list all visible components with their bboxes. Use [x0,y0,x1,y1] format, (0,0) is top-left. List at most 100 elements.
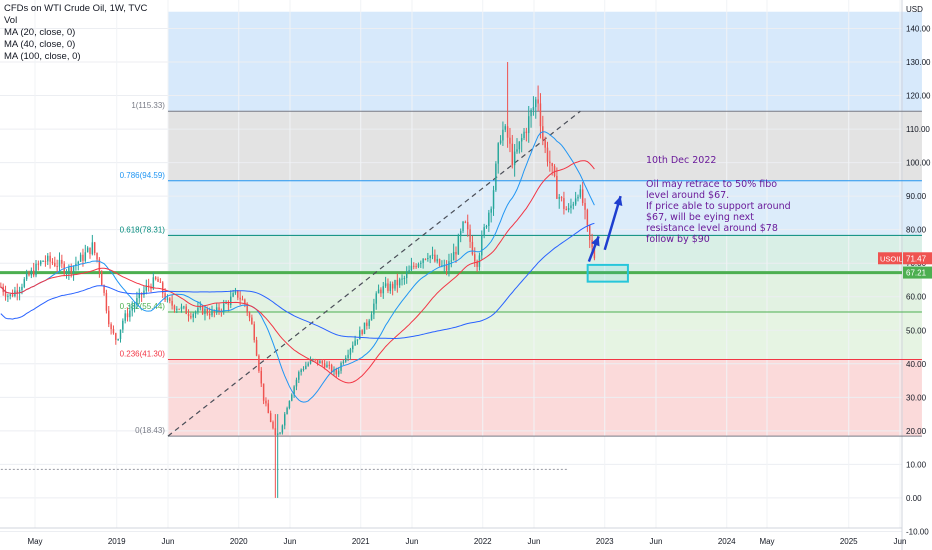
candle [185,303,187,315]
candle [274,414,277,498]
candle-body [246,303,248,313]
candle [131,301,133,317]
candle [581,181,584,206]
x-tick-label: May [27,537,42,546]
y-tick-label: 60.00 [906,293,927,302]
candle-body [321,361,323,364]
candle-body [539,103,542,127]
candle-body [577,196,579,199]
candle [300,368,302,376]
candle [145,279,148,295]
fib-zone-5 [167,312,922,360]
y-tick-label: 50.00 [906,326,927,335]
candle [466,214,469,237]
candle [349,347,352,360]
candle-body [574,198,577,205]
fib-zone-2 [167,180,922,236]
candle-body [279,432,281,434]
candle [424,258,427,261]
candle [281,424,284,435]
y-tick-label: 110.00 [906,125,930,134]
candle [169,297,171,304]
candle-body [183,306,185,308]
candle-body [208,313,211,316]
candle [445,260,448,276]
candle [405,266,408,284]
target-box [586,263,629,283]
candle-body [49,255,51,262]
candle-body [124,313,126,321]
candle [417,262,420,269]
candle-body [344,357,347,362]
candle-body [255,340,258,356]
candle-body [377,289,380,294]
candle-body [154,277,157,279]
candle [65,269,68,279]
candle-body [492,190,495,209]
candle-body [288,400,291,409]
y-tick-label: 100.00 [906,159,931,168]
candle-body [518,141,521,150]
candle [361,329,363,336]
candle-body [579,189,582,197]
candle-body [239,297,241,300]
candle-body [122,320,124,330]
arrow-head-1 [613,196,623,207]
candle [321,359,323,366]
candle-body [434,254,436,262]
candle [133,301,136,313]
candle-body [335,369,338,375]
candle-body [572,204,575,206]
candle-body [211,310,213,316]
candle [377,284,380,294]
y-tick-label: -10.00 [906,527,929,536]
candle [520,133,523,153]
candle-body [342,361,345,363]
candle-body [542,126,544,140]
candle-body [11,294,14,297]
candle-body [368,320,370,326]
candle-body [570,205,572,209]
candle-body [384,283,387,287]
candle [119,329,122,343]
candle-body [495,163,497,191]
candle-body [44,260,47,262]
candle [211,305,213,318]
candle-body [129,310,131,318]
candle [408,265,410,274]
x-tick-label: May [759,537,774,546]
candle [577,194,579,202]
candle [197,301,199,315]
candle [457,233,460,255]
candle-body [171,300,173,306]
candle-body [490,208,492,213]
x-tick-label: 2025 [840,537,858,546]
candle [352,341,354,353]
candle [7,293,9,303]
fib-label: 0(18.43) [135,426,165,435]
candle-body [394,279,396,289]
candle-body [431,254,434,256]
candle-body [516,149,518,152]
candle-body [32,270,35,276]
candle-body [265,400,267,404]
candle-body [373,303,375,315]
candle-body [450,260,453,262]
candle [305,361,307,370]
candle [237,290,239,301]
ma20-line [0,131,595,403]
candle-body [523,131,525,139]
candle-body [230,296,232,305]
candle-body [347,354,349,358]
price-tag-box [903,252,932,265]
candle-body [527,116,530,134]
candle [32,262,35,278]
candle [558,194,560,209]
candle [79,252,82,262]
y-tick-label: 90.00 [906,192,927,201]
candle [180,303,183,313]
support-tag-text: 67.21 [906,269,927,278]
candle-body [567,208,570,210]
candle-body [429,255,431,259]
